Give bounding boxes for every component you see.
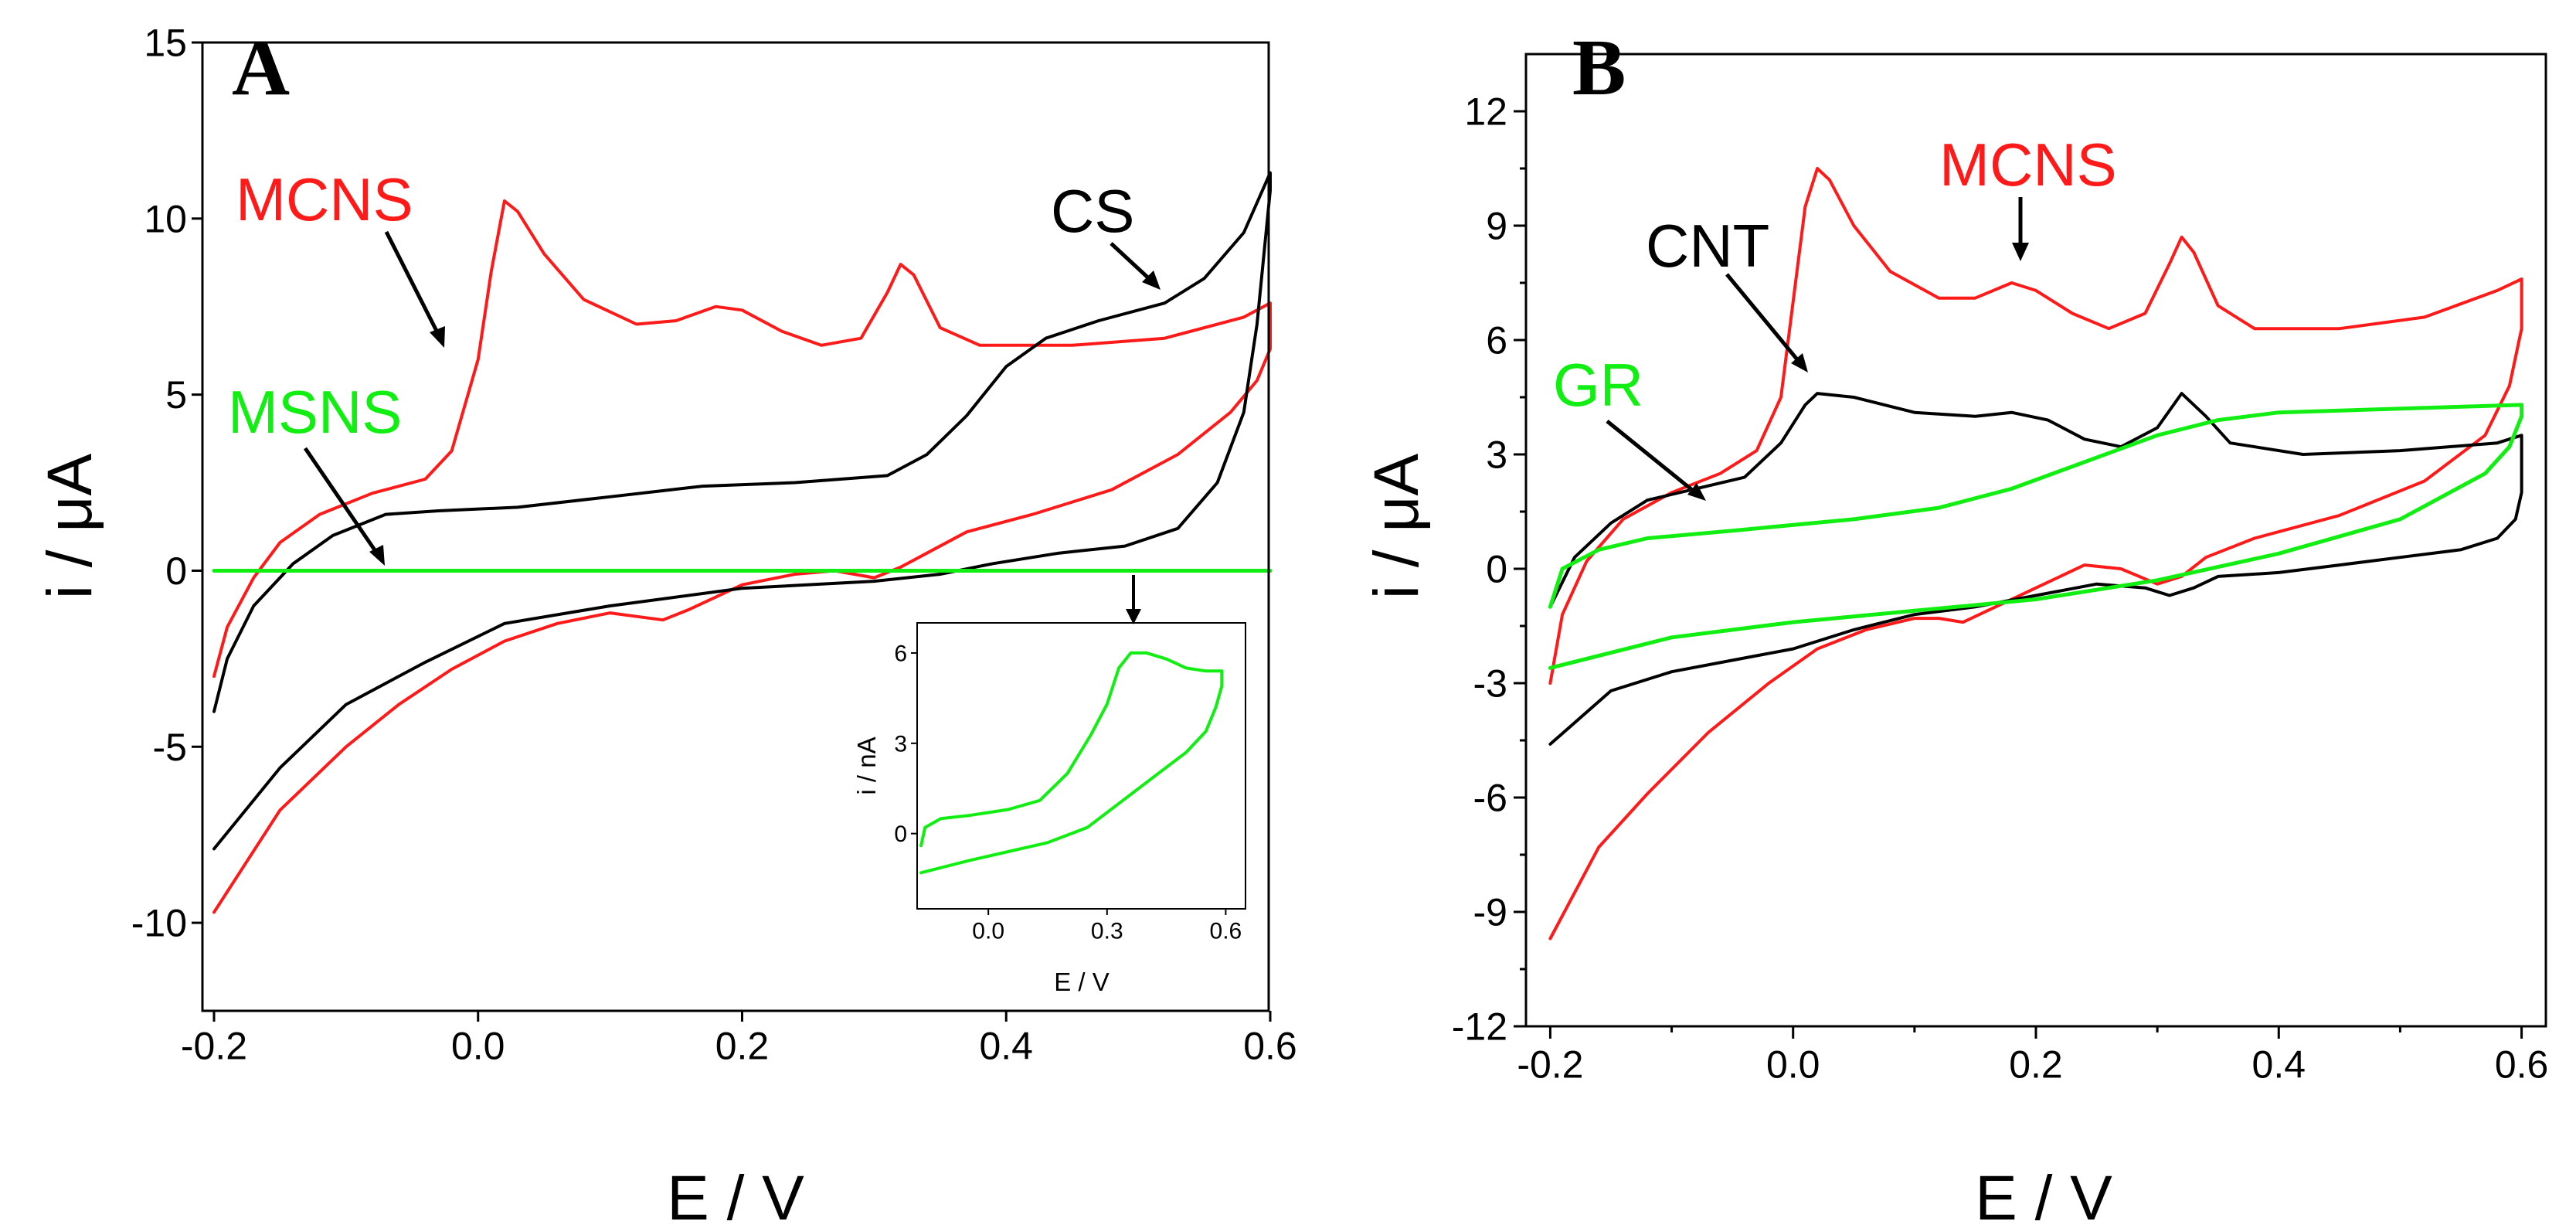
panel-b-arrow-gr (1606, 420, 1698, 495)
inset-ticks: 0 3 6 0.0 0.3 0.6 (894, 641, 1242, 944)
inset-series (919, 651, 1224, 875)
panel-b-series (1548, 167, 2524, 941)
inset-series-msns (919, 651, 1224, 875)
inset-frame (916, 622, 1246, 910)
inset-x-axis-title: E / V (1054, 968, 1110, 996)
panel-a-y-axis-title: i / μA (35, 453, 105, 599)
panel-a-y-tick-label: -5 (153, 726, 187, 769)
panel-b-y-tick-label: 3 (1486, 434, 1507, 477)
inset-y-tick-label: 3 (894, 731, 907, 757)
panel-b-y-tick-label: -6 (1473, 777, 1507, 820)
inset-x-tick-label: 0.6 (1210, 919, 1242, 944)
panel-a-letter: A (232, 23, 290, 112)
panel-a-x-ticks: -0.2 0.0 0.2 0.4 0.6 (181, 1011, 1297, 1068)
panel-a-x-axis-title: E / V (667, 1163, 804, 1228)
panel-a-x-tick-label: 0.4 (979, 1025, 1033, 1068)
inset-x-tick-label: 0.3 (1091, 919, 1123, 944)
panel-a-y-tick-label: 15 (144, 22, 187, 65)
panel-b-label-mcns: MCNS (1939, 131, 2117, 199)
panel-b-x-tick-label: 0.6 (2495, 1043, 2549, 1087)
panel-a-frame (201, 41, 1270, 1012)
panel-b-frame (1524, 53, 2547, 1028)
panel-b-y-tick-label: -3 (1473, 662, 1507, 706)
panel-a-x-tick-label: 0.0 (451, 1025, 505, 1068)
panel-a-arrowhead-cs (1142, 270, 1161, 290)
panel-b-y-tick-label: 9 (1486, 205, 1507, 248)
panel-a-y-ticks: -10 -5 0 5 10 15 (131, 22, 202, 945)
panel-a-arrowhead-mcns (430, 326, 445, 348)
panel-b-y-tick-label: 6 (1486, 319, 1507, 362)
panel-a-series-mcns (212, 199, 1272, 914)
panel-a-x-tick-label: 0.6 (1243, 1025, 1297, 1068)
panel-b-y-tick-label: 12 (1464, 90, 1507, 134)
panel-a-x-tick-label: 0.2 (715, 1025, 770, 1068)
panel-a-series-cs (212, 171, 1272, 851)
panel-a-arrow-mcns (384, 230, 443, 340)
panel-a-label-cs: CS (1051, 177, 1134, 245)
panel-a-y-tick-label: 0 (165, 549, 187, 593)
panel-b-x-tick-label: 0.2 (2009, 1043, 2063, 1087)
panel-a-arrowhead-msns (369, 545, 385, 566)
panel-b-label-gr: GR (1553, 351, 1643, 419)
panel-b-series-mcns (1548, 167, 2523, 941)
panel-b-x-ticks: -0.2 0.0 0.2 0.4 0.6 (1517, 1026, 2548, 1087)
panel-b-series-gr (1548, 403, 2524, 670)
panel-b-x-tick-label: 0.0 (1766, 1043, 1820, 1087)
inset-y-tick-label: 0 (894, 822, 907, 847)
panel-b-x-axis-title: E / V (1975, 1163, 2112, 1228)
panel-a-arrow-cs (1110, 242, 1154, 284)
panel-a-y-tick-label: 10 (144, 197, 187, 240)
panel-a-arrow-msns (303, 447, 382, 560)
panel-b-series-cnt (1548, 392, 2523, 746)
inset-x-tick-label: 0.0 (972, 919, 1004, 944)
panel-a-arrowhead-inset (1126, 609, 1141, 624)
panel-a-series (212, 171, 1273, 914)
panel-a-label-mcns: MCNS (236, 165, 413, 233)
panel-b-arrow-cnt (1725, 273, 1802, 365)
panel-b-y-tick-label: -12 (1452, 1005, 1507, 1049)
panel-a-inset: 0 3 6 0.0 0.3 0.6 E / V i / nA (852, 622, 1246, 996)
inset-y-tick-label: 6 (894, 641, 907, 666)
panel-b-letter: B (1572, 23, 1626, 112)
panel-b-y-tick-label: -9 (1473, 891, 1507, 934)
panel-b-label-cnt: CNT (1646, 212, 1769, 280)
inset-y-axis-title: i / nA (852, 736, 881, 794)
panel-b-arrowhead-cnt (1791, 353, 1808, 372)
panel-b-x-tick-label: -0.2 (1517, 1043, 1583, 1087)
panel-b-y-axis-title: i / μA (1361, 453, 1432, 599)
panel-a-y-tick-label: 5 (165, 373, 187, 417)
panel-b-y-ticks: -12 -9 -6 -3 0 3 6 9 12 (1452, 90, 1526, 1049)
panel-a-x-tick-label: -0.2 (181, 1025, 247, 1068)
panel-a: A -10 -5 0 5 10 15 -0.2 0.0 0.2 0.4 0.6 MCNS CS M… (35, 22, 1297, 1228)
panel-b-arrowhead-gr (1687, 483, 1706, 501)
panel-b-arrowhead-mcns (2012, 243, 2029, 261)
panel-a-label-msns: MSNS (228, 378, 402, 446)
panel-a-y-tick-label: -10 (131, 902, 187, 945)
panel-b-x-tick-label: 0.4 (2252, 1043, 2306, 1087)
panel-b-y-tick-label: 0 (1486, 548, 1507, 591)
